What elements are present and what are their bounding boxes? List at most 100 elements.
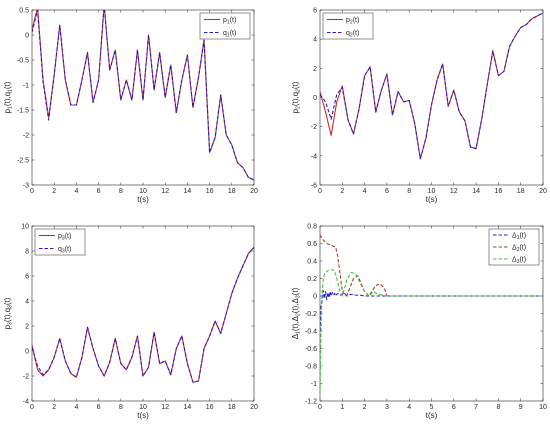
x-tick-label: 14 — [184, 404, 192, 411]
chart-panel-3: 0 2 4 6 8 10 12 14 16 18 201086420-2-4t(s)p3(t),q3… — [3, 224, 258, 421]
x-tick-label: 2 — [52, 188, 56, 195]
legend-entry-label: q2(t) — [346, 30, 359, 39]
x-tick-label: 20 — [250, 188, 258, 195]
y-tick-label: -1.2 — [305, 399, 317, 406]
series-line-3 — [320, 269, 543, 393]
x-axis-label: t(s) — [426, 195, 438, 204]
x-tick-label: 12 — [450, 188, 458, 195]
x-tick-label: 1 — [340, 404, 344, 411]
chart-panel-1: 0 2 4 6 8 10 12 14 16 18 20 0.5 0 -0.5 -1 -1.5 -2 -2.5 -3 t… — [3, 8, 258, 205]
y-tick-label: -2.5 — [17, 158, 29, 165]
y-tick-label: -4 — [23, 399, 29, 406]
y-tick-label: -2 — [23, 133, 29, 140]
x-tick-label: 12 — [161, 404, 169, 411]
legend-entry-label: Δ2(t) — [512, 245, 526, 254]
legend: Δ1(t) Δ2(t) Δ3(t) — [488, 228, 540, 266]
y-tick-label: -4 — [311, 153, 317, 160]
legend-box — [488, 228, 540, 266]
x-tick-label: 18 — [517, 188, 525, 195]
x-tick-label: 3 — [385, 404, 389, 411]
x-tick-label: 20 — [250, 404, 258, 411]
x-tick-label: 16 — [206, 404, 214, 411]
y-tick-label: 4 — [313, 37, 317, 44]
x-tick-label: 8 — [119, 188, 123, 195]
x-tick-label: 0 — [318, 404, 322, 411]
x-tick-label: 16 — [206, 188, 214, 195]
y-axis-label: p1(t),q1(t) — [3, 81, 14, 113]
x-tick-label: 18 — [228, 404, 236, 411]
legend-entry-label: p1(t) — [223, 17, 236, 26]
y-tick-label: -0.6 — [305, 346, 317, 353]
y-axis-label: p3(t),q3(t) — [3, 297, 14, 329]
x-tick-label: 6 — [97, 404, 101, 411]
y-tick-label: -1.5 — [17, 108, 29, 115]
legend-box — [34, 228, 86, 256]
y-tick-label: 2 — [313, 66, 317, 73]
x-tick-label: 5 — [430, 404, 434, 411]
y-tick-label: -2 — [311, 124, 317, 131]
y-tick-label: 0.2 — [307, 276, 317, 283]
x-tick-label: 18 — [228, 188, 236, 195]
legend-entry-label: p2(t) — [346, 17, 359, 26]
x-tick-label: 9 — [519, 404, 523, 411]
chart-panel-2: 0 2 4 6 8 10 12 14 16 18 206420-2-4-6t(s)p2(t),q2(… — [291, 8, 547, 205]
x-tick-label: 10 — [539, 404, 547, 411]
legend: p3(t) q3(t) — [34, 228, 86, 256]
y-tick-label: -0.8 — [305, 364, 317, 371]
legend-entry-label: p3(t) — [58, 233, 71, 242]
x-tick-label: 14 — [472, 188, 480, 195]
x-tick-label: 12 — [161, 188, 169, 195]
x-tick-label: 4 — [363, 188, 367, 195]
y-tick-label: 0 — [313, 95, 317, 102]
x-axis-label: t(s) — [137, 411, 149, 420]
y-tick-label: -1 — [23, 83, 29, 90]
y-tick-label: 8 — [25, 249, 29, 256]
x-tick-label: 10 — [428, 188, 436, 195]
legend-box — [322, 12, 374, 40]
x-tick-label: 4 — [74, 404, 78, 411]
series-line-2 — [32, 246, 254, 383]
x-tick-label: 2 — [363, 404, 367, 411]
y-axis-label: Δ1(t),Δ2(t),Δ3(t) — [291, 287, 302, 339]
y-tick-label: -2 — [23, 374, 29, 381]
x-tick-label: 4 — [74, 188, 78, 195]
legend-entry-label: q3(t) — [58, 246, 71, 255]
y-tick-label: 0.5 — [19, 8, 29, 15]
x-tick-label: 16 — [495, 188, 503, 195]
x-tick-label: 8 — [119, 404, 123, 411]
y-tick-label: 0.6 — [307, 241, 317, 248]
chart-panel-4: 0 1 2 3 4 5 6 7 8 9 10 0.8 0.6 0.4 0.2 0 -0.2 -0.4 -0.6 -0.… — [291, 224, 547, 421]
legend-entry-label: q1(t) — [223, 30, 236, 39]
x-tick-label: 4 — [407, 404, 411, 411]
x-tick-label: 2 — [52, 404, 56, 411]
x-tick-label: 10 — [139, 188, 147, 195]
x-tick-label: 0 — [30, 188, 34, 195]
y-tick-label: -0.2 — [305, 311, 317, 318]
y-tick-label: 4 — [25, 299, 29, 306]
series-line-2 — [320, 12, 543, 160]
legend-box — [199, 12, 251, 40]
legend-entry-label: Δ3(t) — [512, 257, 526, 266]
x-tick-label: 10 — [139, 404, 147, 411]
y-tick-label: 10 — [21, 224, 29, 231]
x-tick-label: 6 — [385, 188, 389, 195]
x-axis-label: t(s) — [137, 195, 149, 204]
y-tick-label: 6 — [313, 8, 317, 15]
x-tick-label: 0 — [30, 404, 34, 411]
y-tick-label: -1 — [311, 381, 317, 388]
y-tick-label: -6 — [311, 183, 317, 190]
y-tick-label: 0 — [25, 33, 29, 40]
x-axis-label: t(s) — [426, 411, 438, 420]
y-tick-label: 0 — [25, 349, 29, 356]
series-line-2 — [32, 10, 254, 181]
y-tick-label: 2 — [25, 324, 29, 331]
y-tick-label: 0.4 — [307, 259, 317, 266]
x-tick-label: 8 — [496, 404, 500, 411]
x-tick-label: 2 — [340, 188, 344, 195]
x-tick-label: 20 — [539, 188, 547, 195]
y-axis-label: p2(t),q2(t) — [291, 81, 302, 113]
y-tick-label: 0.8 — [307, 224, 317, 231]
x-tick-label: 0 — [318, 188, 322, 195]
legend-entry-label: Δ1(t) — [512, 233, 526, 242]
